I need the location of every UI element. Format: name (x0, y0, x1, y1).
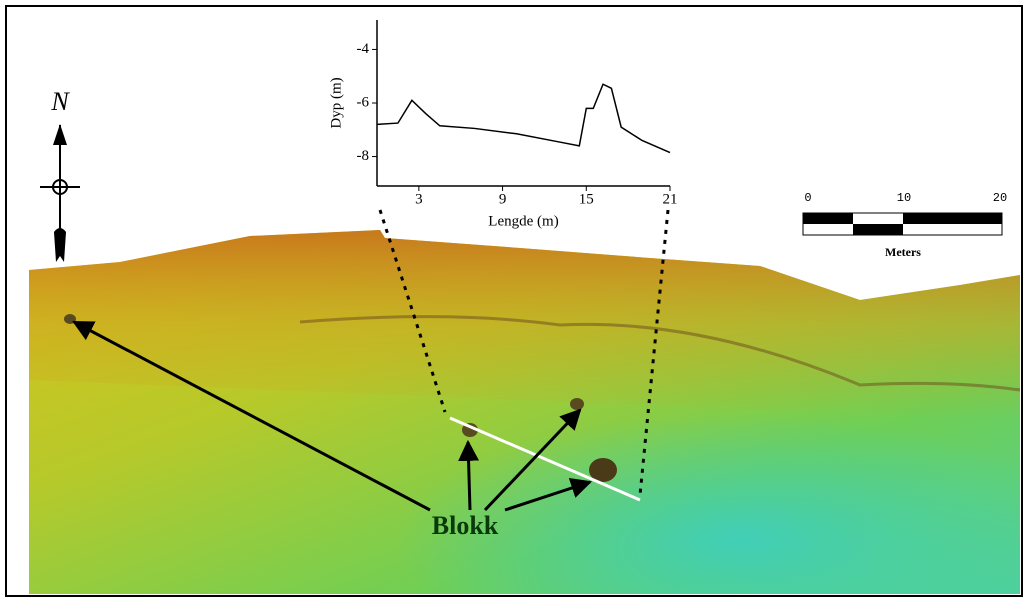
y-axis-label: Dyp (m) (328, 77, 344, 128)
scale-tick-label: 10 (897, 191, 911, 205)
scale-tick-label: 0 (804, 191, 811, 205)
north-label: N (50, 87, 70, 116)
y-tick-label: -8 (357, 148, 370, 164)
figure: Blokk N 0 10 20 Meters -4 -6 -8 3 9 15 21 Lengde (… (0, 0, 1029, 602)
x-tick-label: 15 (579, 191, 594, 207)
x-tick-label: 9 (499, 191, 507, 207)
x-tick-label: 3 (415, 191, 423, 207)
y-tick-label: -4 (357, 41, 370, 57)
annotation: Blokk (432, 511, 499, 540)
x-axis-label: Lengde (m) (488, 213, 558, 229)
scale-tick-label: 20 (993, 191, 1007, 205)
terrain (29, 230, 1020, 594)
y-tick-label: -6 (357, 94, 370, 110)
x-tick-label: 21 (663, 191, 678, 207)
scale-unit: Meters (885, 245, 921, 259)
